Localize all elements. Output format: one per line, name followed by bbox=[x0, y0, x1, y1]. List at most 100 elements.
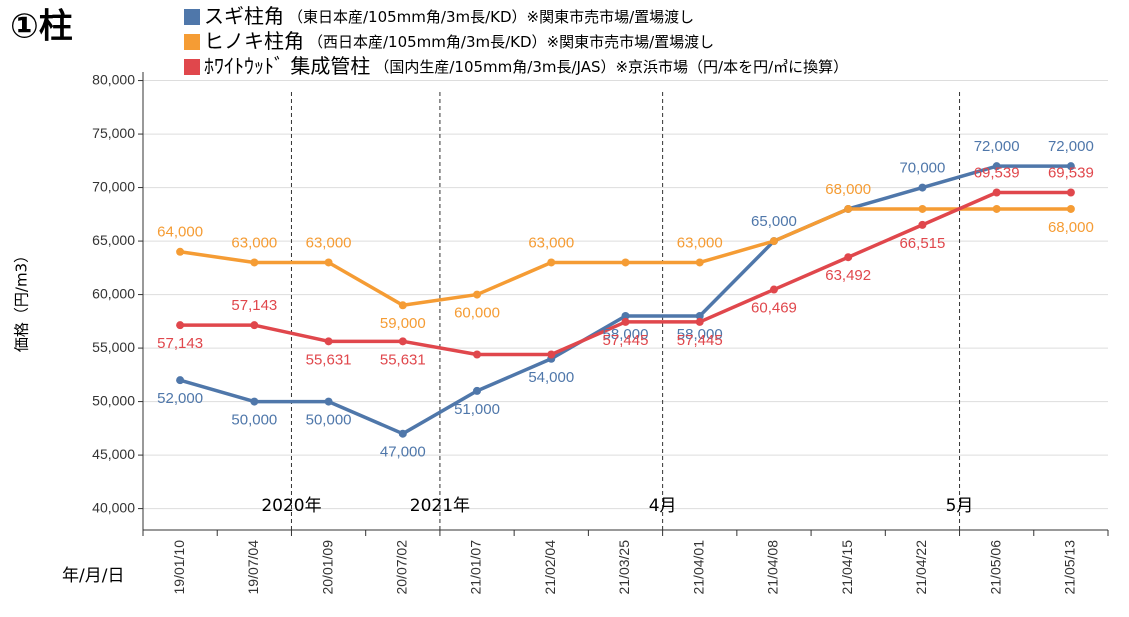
data-point bbox=[473, 386, 482, 395]
data-label: 65,000 bbox=[751, 213, 797, 230]
y-tick-label: 45,000 bbox=[92, 446, 135, 462]
data-point bbox=[918, 220, 927, 229]
period-label: 2020年 bbox=[261, 496, 321, 516]
data-label: 55,631 bbox=[380, 351, 426, 368]
data-point bbox=[1066, 188, 1075, 197]
data-label: 63,492 bbox=[825, 267, 871, 284]
data-point bbox=[695, 317, 704, 326]
data-label: 54,000 bbox=[528, 369, 574, 386]
data-point bbox=[473, 350, 482, 359]
legend-name: ﾎﾜｲﾄｳｯﾄﾞ 集成管柱 bbox=[204, 54, 370, 78]
x-tick-label: 20/07/02 bbox=[394, 540, 410, 595]
legend-name: スギ柱角 bbox=[204, 4, 284, 28]
x-tick-label: 21/04/22 bbox=[913, 540, 929, 595]
data-point bbox=[769, 285, 778, 294]
data-label: 57,143 bbox=[231, 297, 277, 314]
legend-entry: スギ柱角 （東日本産/105mm角/3m長/KD）※関東市売市場/置場渡し bbox=[204, 4, 694, 28]
y-tick-label: 65,000 bbox=[92, 232, 135, 248]
data-label: 63,000 bbox=[231, 234, 277, 251]
data-label: 60,000 bbox=[454, 305, 500, 322]
data-label: 57,445 bbox=[603, 332, 649, 349]
x-tick-label: 21/05/13 bbox=[1062, 540, 1078, 595]
data-point bbox=[918, 183, 927, 192]
chart-title: ①柱 bbox=[10, 7, 73, 47]
data-label: 63,000 bbox=[528, 234, 574, 251]
data-label: 63,000 bbox=[306, 234, 352, 251]
data-label: 68,000 bbox=[825, 181, 871, 198]
x-axis-label: 年/月/日 bbox=[62, 566, 124, 586]
data-label: 68,000 bbox=[1048, 219, 1094, 236]
data-point bbox=[398, 337, 407, 346]
y-tick-label: 75,000 bbox=[92, 125, 135, 141]
period-label: 4月 bbox=[649, 496, 677, 516]
data-label: 72,000 bbox=[974, 138, 1020, 155]
data-label: 64,000 bbox=[157, 224, 203, 241]
data-label: 69,539 bbox=[974, 164, 1020, 181]
data-label: 50,000 bbox=[306, 412, 352, 429]
data-label: 50,000 bbox=[231, 412, 277, 429]
y-axis-label: 価格（円/m3） bbox=[13, 248, 31, 352]
legend-swatch bbox=[184, 59, 200, 75]
y-tick-label: 60,000 bbox=[92, 285, 135, 301]
x-tick-label: 21/04/08 bbox=[765, 540, 781, 595]
data-point bbox=[769, 237, 778, 246]
data-point bbox=[250, 321, 259, 330]
x-tick-label: 19/07/04 bbox=[245, 540, 261, 595]
legend-note: （国内生産/105mm角/3m長/JAS）※京浜市場（円/本を円/㎥に換算） bbox=[374, 58, 848, 76]
data-point bbox=[918, 204, 927, 213]
data-point bbox=[621, 317, 630, 326]
data-point bbox=[621, 311, 630, 320]
data-point bbox=[1066, 162, 1075, 171]
x-tick-label: 21/04/15 bbox=[839, 540, 855, 595]
data-point bbox=[176, 376, 185, 385]
data-point bbox=[547, 350, 556, 359]
data-point bbox=[621, 258, 630, 267]
legend-note: （東日本産/105mm角/3m長/KD）※関東市売市場/置場渡し bbox=[288, 8, 694, 26]
data-point bbox=[250, 397, 259, 406]
legend-entry: ﾎﾜｲﾄｳｯﾄﾞ 集成管柱 （国内生産/105mm角/3m長/JAS）※京浜市場（… bbox=[204, 54, 848, 78]
data-point bbox=[1066, 204, 1075, 213]
x-tick-label: 21/05/06 bbox=[987, 540, 1003, 595]
x-tick-label: 20/01/09 bbox=[319, 540, 335, 595]
data-point bbox=[398, 301, 407, 310]
data-label: 58,000 bbox=[603, 326, 649, 343]
legend-note: （西日本産/105mm角/3m長/KD）※関東市売市場/置場渡し bbox=[308, 33, 714, 51]
data-point bbox=[547, 258, 556, 267]
data-label: 52,000 bbox=[157, 390, 203, 407]
y-tick-label: 50,000 bbox=[92, 392, 135, 408]
data-point bbox=[844, 253, 853, 262]
data-label: 57,445 bbox=[677, 332, 723, 349]
data-point bbox=[324, 397, 333, 406]
y-tick-label: 80,000 bbox=[92, 71, 135, 87]
legend-entry: ヒノキ柱角 （西日本産/105mm角/3m長/KD）※関東市売市場/置場渡し bbox=[204, 29, 714, 53]
period-label: 2021年 bbox=[410, 496, 470, 516]
data-point bbox=[992, 204, 1001, 213]
data-label: 69,539 bbox=[1048, 164, 1094, 181]
period-label: 5月 bbox=[946, 496, 974, 516]
data-point bbox=[992, 162, 1001, 171]
series-line bbox=[179, 164, 1071, 436]
x-tick-label: 21/02/04 bbox=[542, 540, 558, 595]
x-tick-label: 21/03/25 bbox=[616, 540, 632, 595]
data-point bbox=[992, 188, 1001, 197]
data-label: 66,515 bbox=[899, 235, 945, 252]
legend-swatch bbox=[184, 34, 200, 50]
x-tick-label: 19/01/10 bbox=[171, 540, 187, 595]
legend-swatch bbox=[184, 9, 200, 25]
data-point bbox=[176, 247, 185, 256]
data-point bbox=[695, 258, 704, 267]
series-line bbox=[179, 207, 1071, 308]
data-label: 59,000 bbox=[380, 315, 426, 332]
data-label: 57,143 bbox=[157, 335, 203, 352]
y-tick-label: 70,000 bbox=[92, 178, 135, 194]
data-label: 47,000 bbox=[380, 444, 426, 461]
data-label: 58,000 bbox=[677, 326, 723, 343]
data-point bbox=[176, 321, 185, 330]
data-point bbox=[398, 429, 407, 438]
y-tick-label: 55,000 bbox=[92, 339, 135, 355]
data-point bbox=[473, 290, 482, 299]
data-label: 51,000 bbox=[454, 401, 500, 418]
data-point bbox=[844, 204, 853, 213]
data-point bbox=[324, 258, 333, 267]
